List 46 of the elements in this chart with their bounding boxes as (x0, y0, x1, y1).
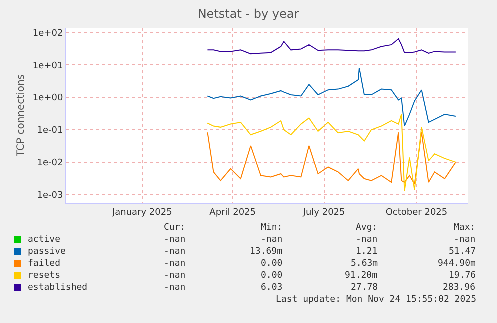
text: Max: (454, 223, 476, 233)
line-series (207, 68, 456, 127)
text: 5.63m (351, 259, 378, 269)
text: 13.69m (250, 247, 283, 257)
x-tick-label: April 2025 (210, 208, 256, 218)
text: 6.03 (261, 283, 283, 293)
text: 27.78 (351, 283, 378, 293)
y-tick-label: 1e-01 (37, 126, 64, 136)
line-series (207, 114, 456, 192)
legend-label: established (28, 283, 88, 293)
y-tick-label: 1e-02 (37, 158, 64, 169)
y-tick-label: 1e+02 (32, 28, 64, 39)
text: -nan (164, 235, 186, 245)
chart-title: Netstat - by year (198, 7, 300, 22)
x-tick-label: October 2025 (386, 208, 448, 218)
legend-label: active (28, 235, 61, 245)
text: Last update: Mon Nov 24 15:55:02 2025 (276, 295, 476, 305)
line-series (207, 132, 456, 185)
x-tick-label: January 2025 (111, 208, 172, 218)
text: -nan (356, 235, 378, 245)
text: 0.00 (261, 271, 283, 281)
legend-label: resets (28, 271, 61, 281)
text: -nan (454, 235, 476, 245)
text: 91.20m (345, 271, 378, 281)
text: -nan (164, 259, 186, 269)
legend-label: passive (28, 247, 66, 257)
text: Avg: (356, 223, 378, 233)
text: -nan (164, 247, 186, 257)
text: 283.96 (443, 283, 476, 293)
y-tick-label: 1e-03 (37, 190, 64, 201)
text: -nan (164, 283, 186, 293)
text: 51.47 (449, 247, 476, 257)
text: 19.76 (449, 271, 476, 281)
y-axis-title: TCP connections (16, 74, 27, 158)
text: -nan (164, 271, 186, 281)
text: 1.21 (356, 247, 378, 257)
text: 0.00 (261, 259, 283, 269)
x-tick-label: July 2025 (302, 208, 346, 218)
text: 944.90m (438, 259, 476, 269)
line-series (207, 38, 456, 55)
y-tick-label: 1e+01 (32, 61, 64, 72)
legend-label: failed (28, 259, 61, 269)
y-tick-label: 1e+00 (32, 94, 64, 104)
text: Cur: (164, 223, 186, 233)
text: Min: (261, 223, 283, 233)
text: -nan (261, 235, 283, 245)
